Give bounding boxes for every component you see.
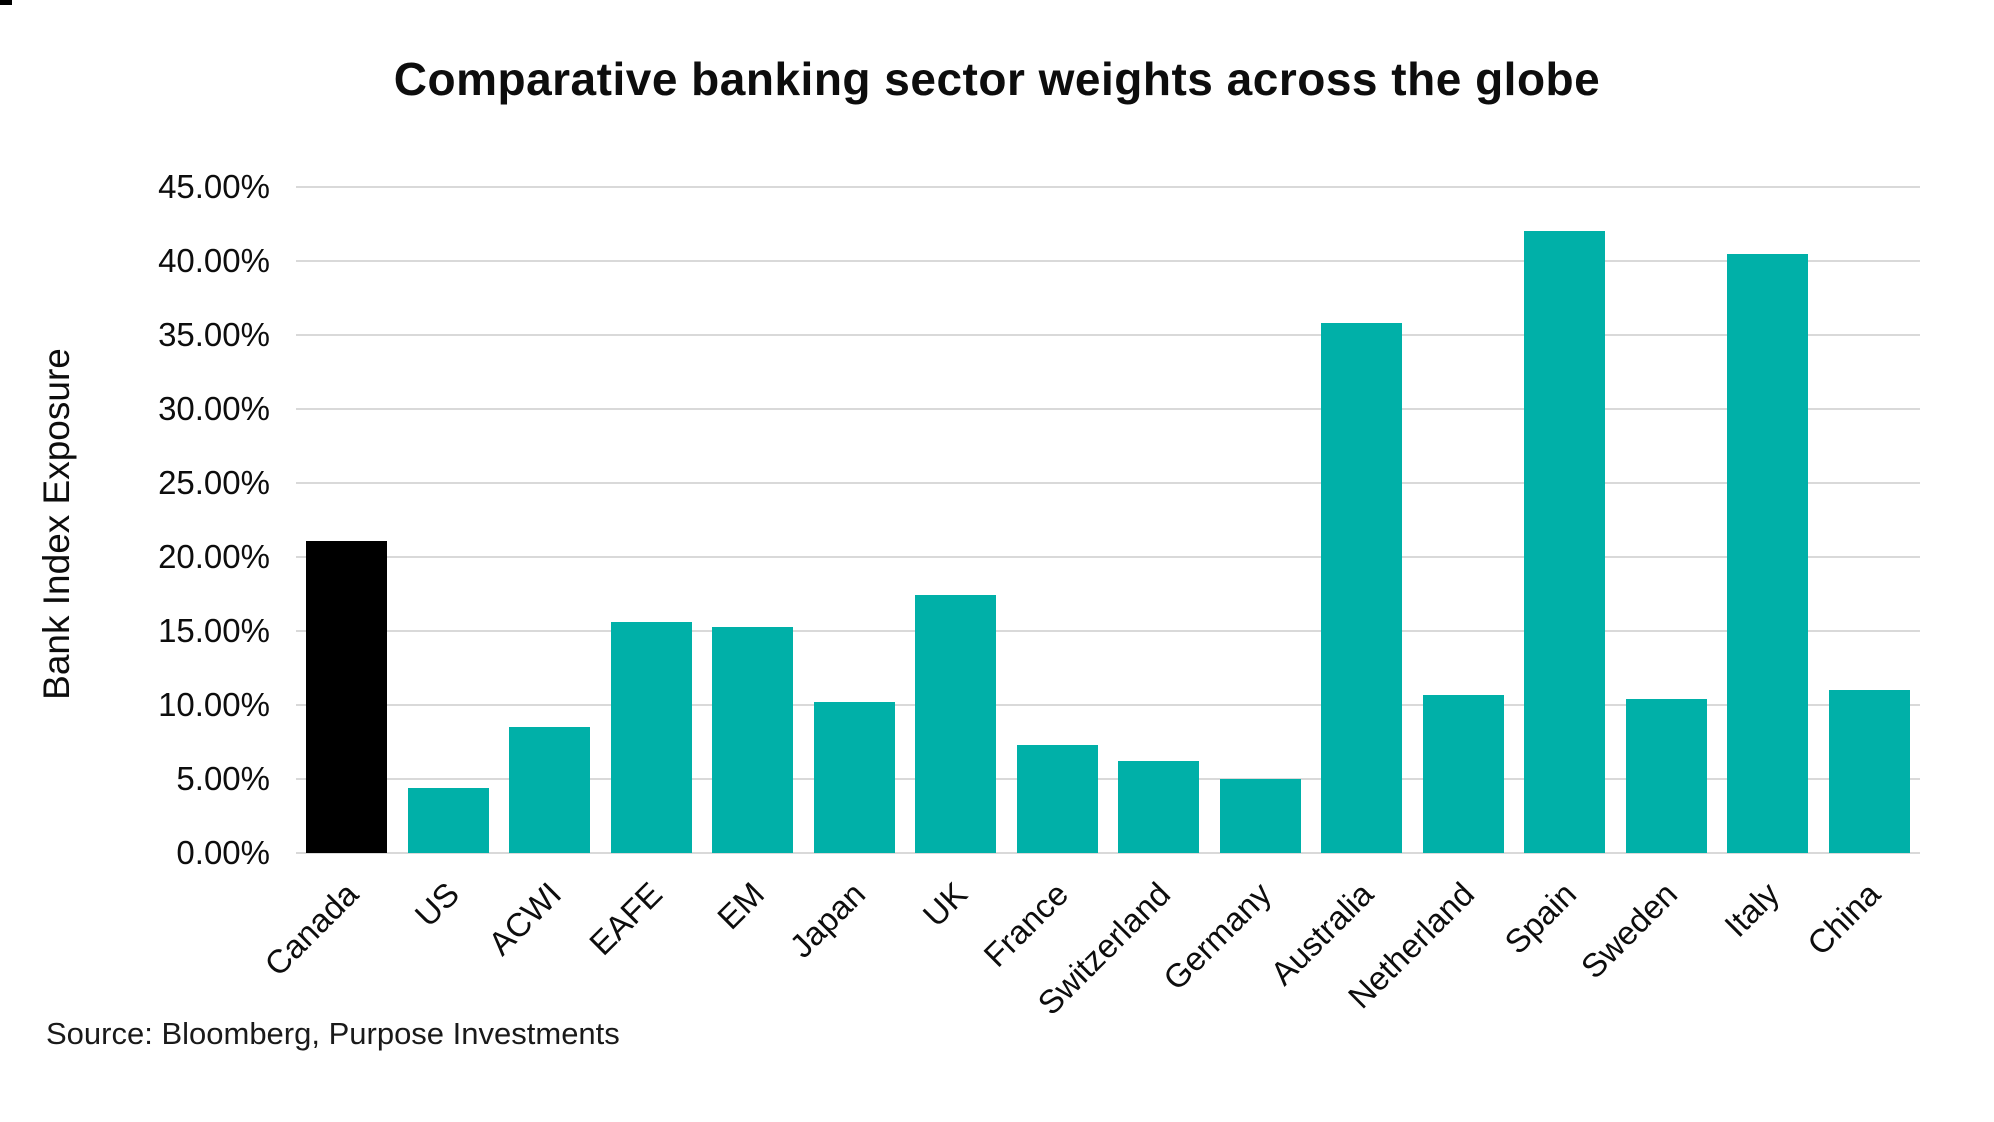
bar-france — [1016, 744, 1098, 853]
y-axis-title: Bank Index Exposure — [36, 348, 77, 700]
bar-netherland — [1422, 694, 1504, 853]
bar-germany — [1219, 779, 1301, 853]
bar-japan — [813, 702, 895, 853]
y-tick-label-35.00%: 35.00% — [158, 316, 270, 353]
bar-slot-em — [702, 187, 804, 853]
gridline-45.00% — [296, 186, 1920, 188]
bar-slot-switzerland — [1108, 187, 1210, 853]
bar-em — [712, 626, 794, 853]
gridline-35.00% — [296, 334, 1920, 336]
gridline-5.00% — [296, 778, 1920, 780]
bar-spain — [1524, 231, 1606, 853]
source-note: Source: Bloomberg, Purpose Investments — [46, 1016, 620, 1051]
bar-slot-canada — [296, 187, 398, 853]
gridline-20.00% — [296, 556, 1920, 558]
bar-slot-eafe — [601, 187, 703, 853]
y-tick-label-10.00%: 10.00% — [158, 686, 270, 723]
bar-acwi — [509, 727, 591, 853]
y-tick-label-5.00%: 5.00% — [176, 760, 270, 797]
bar-canada — [306, 540, 388, 853]
y-tick-label-0.00%: 0.00% — [176, 834, 270, 871]
bar-slot-spain — [1514, 187, 1616, 853]
bar-us — [407, 787, 489, 853]
bar-slot-germany — [1210, 187, 1312, 853]
y-tick-label-30.00%: 30.00% — [158, 390, 270, 427]
chart-title: Comparative banking sector weights acros… — [393, 53, 1601, 105]
bar-slot-netherland — [1413, 187, 1515, 853]
bar-slot-sweden — [1616, 187, 1718, 853]
bar-switzerland — [1118, 761, 1200, 853]
bar-slot-uk — [905, 187, 1007, 853]
y-tick-label-45.00%: 45.00% — [158, 168, 270, 205]
bar-slot-italy — [1717, 187, 1819, 853]
y-tick-label-20.00%: 20.00% — [158, 538, 270, 575]
bar-slot-china — [1819, 187, 1921, 853]
y-tick-label-40.00%: 40.00% — [158, 242, 270, 279]
gridline-10.00% — [296, 704, 1920, 706]
plot-area: 0.00% 5.00% 10.00% 15.00% 20.00% 25.00% 30.00%… — [158, 168, 1920, 1022]
gridline-40.00% — [296, 260, 1920, 262]
gridline-15.00% — [296, 630, 1920, 632]
y-tick-label-25.00%: 25.00% — [158, 464, 270, 501]
bar-eafe — [610, 622, 692, 853]
y-tick-label-15.00%: 15.00% — [158, 612, 270, 649]
bar-slot-us — [398, 187, 500, 853]
bar-sweden — [1625, 699, 1707, 853]
corner-artifact — [0, 0, 12, 5]
bar-slot-japan — [804, 187, 906, 853]
bar-slot-france — [1007, 187, 1109, 853]
bar-italy — [1727, 253, 1809, 853]
bar-slot-australia — [1311, 187, 1413, 853]
bars-layer — [296, 187, 1920, 853]
gridline-25.00% — [296, 482, 1920, 484]
gridline-30.00% — [296, 408, 1920, 410]
bar-australia — [1321, 323, 1403, 853]
bar-china — [1828, 690, 1910, 853]
bar-slot-acwi — [499, 187, 601, 853]
bar-uk — [915, 595, 997, 853]
gridline-0.00% — [296, 852, 1920, 854]
